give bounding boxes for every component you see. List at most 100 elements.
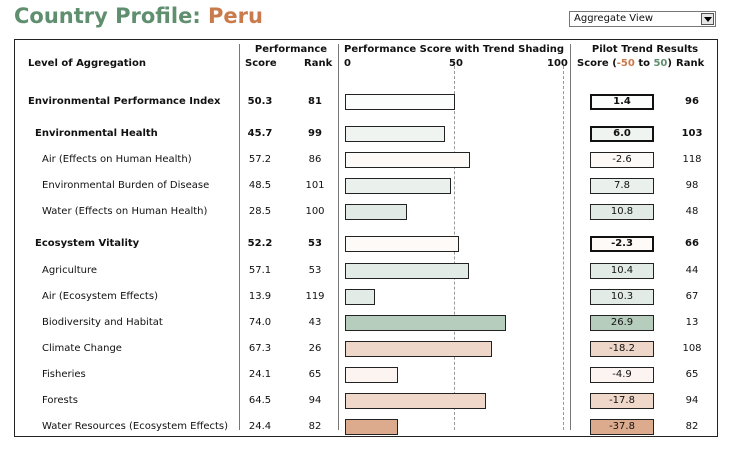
score-bar [345, 263, 469, 279]
trend-rank: 67 [685, 291, 699, 302]
header-pilot-score: Score (-50 to 50) [577, 58, 672, 69]
row-rank: 119 [305, 291, 325, 302]
header-performance: Performance [254, 44, 328, 55]
row-score: 50.3 [247, 96, 273, 107]
trend-rank: 94 [685, 395, 699, 406]
trend-score-box: 26.9 [590, 315, 654, 331]
row-rank: 82 [308, 421, 322, 432]
score-bar [345, 289, 375, 305]
trend-score-box: 10.3 [590, 289, 654, 305]
row-rank: 94 [308, 395, 322, 406]
title-prefix: Country Profile: [14, 4, 201, 28]
trend-rank: 48 [685, 206, 699, 217]
row-rank: 53 [308, 265, 322, 276]
row-label: Fisheries [42, 369, 86, 380]
row-label: Water (Effects on Human Health) [42, 206, 208, 217]
row-label: Biodiversity and Habitat [42, 317, 163, 328]
score-bar [345, 204, 407, 220]
row-label: Agriculture [42, 265, 97, 276]
trend-rank: 103 [681, 128, 703, 139]
trend-score-box: 7.8 [590, 178, 654, 194]
row-label: Environmental Health [35, 128, 158, 139]
trend-score-box: 1.4 [590, 94, 654, 110]
row-score: 48.5 [248, 180, 272, 191]
trend-rank: 118 [682, 154, 702, 165]
trend-rank: 108 [682, 343, 702, 354]
trend-score-box: 6.0 [590, 126, 654, 142]
divider [570, 44, 571, 430]
trend-rank: 65 [685, 369, 699, 380]
trend-rank: 98 [685, 180, 699, 191]
score-bar [345, 393, 486, 409]
score-bar [345, 94, 455, 110]
divider [239, 44, 240, 430]
row-label: Ecosystem Vitality [35, 238, 140, 249]
trend-score-box: -18.2 [590, 341, 654, 357]
row-rank: 101 [305, 180, 325, 191]
row-score: 28.5 [248, 206, 272, 217]
trend-score-box: -37.8 [590, 419, 654, 435]
row-score: 57.1 [248, 265, 272, 276]
header-chart: Performance Score with Trend Shading [344, 44, 565, 55]
row-score: 24.1 [248, 369, 272, 380]
row-label: Forests [42, 395, 78, 406]
view-select-value: Aggregate View [574, 13, 654, 24]
score-bar [345, 178, 451, 194]
trend-score-box: -17.8 [590, 393, 654, 409]
trend-rank: 13 [685, 317, 699, 328]
score-bar [345, 341, 492, 357]
row-label: Environmental Performance Index [28, 96, 221, 107]
header-rank: Rank [304, 58, 333, 69]
score-bar [345, 315, 506, 331]
tick-50: 50 [449, 58, 463, 69]
row-label: Air (Effects on Human Health) [42, 154, 192, 165]
tick-100: 100 [547, 58, 568, 69]
trend-score-box: -2.6 [590, 152, 654, 168]
header-pilot: Pilot Trend Results [591, 44, 699, 55]
row-score: 24.4 [248, 421, 272, 432]
trend-score-box: 10.4 [590, 263, 654, 279]
score-bar [345, 126, 445, 142]
row-rank: 100 [305, 206, 325, 217]
row-score: 74.0 [248, 317, 272, 328]
header-level: Level of Aggregation [28, 58, 146, 69]
row-label: Climate Change [42, 343, 122, 354]
row-rank: 53 [308, 238, 322, 249]
trend-score-box: -4.9 [590, 367, 654, 383]
row-rank: 26 [308, 343, 322, 354]
row-label: Air (Ecosystem Effects) [42, 291, 158, 302]
row-score: 64.5 [248, 395, 272, 406]
header-pilot-rank: Rank [676, 58, 705, 69]
row-label: Water Resources (Ecosystem Effects) [42, 421, 229, 432]
trend-rank: 44 [685, 265, 699, 276]
tick-0: 0 [344, 58, 351, 69]
row-score: 13.9 [248, 291, 272, 302]
row-score: 57.2 [248, 154, 272, 165]
header-score: Score [245, 58, 277, 69]
row-score: 45.7 [247, 128, 273, 139]
row-score: 67.3 [248, 343, 272, 354]
row-label: Environmental Burden of Disease [42, 180, 210, 191]
gridline-100 [563, 66, 564, 430]
trend-score-box: -2.3 [590, 236, 654, 252]
title-country: Peru [208, 4, 263, 28]
score-bar [345, 152, 470, 168]
chevron-down-icon[interactable] [701, 13, 714, 25]
row-score: 52.2 [247, 238, 273, 249]
row-rank: 99 [308, 128, 322, 139]
trend-score-box: 10.8 [590, 204, 654, 220]
divider [338, 44, 339, 430]
trend-rank: 96 [685, 96, 699, 107]
row-rank: 65 [308, 369, 322, 380]
profile-table: Level of Aggregation Performance Score R… [14, 39, 718, 437]
row-rank: 86 [308, 154, 322, 165]
score-bar [345, 236, 459, 252]
row-rank: 43 [308, 317, 322, 328]
view-select[interactable]: Aggregate View [569, 11, 716, 27]
row-rank: 81 [308, 96, 322, 107]
trend-rank: 66 [685, 238, 699, 249]
page-title: Country Profile: Peru [14, 4, 263, 28]
trend-rank: 82 [685, 421, 699, 432]
score-bar [345, 367, 398, 383]
score-bar [345, 419, 398, 435]
